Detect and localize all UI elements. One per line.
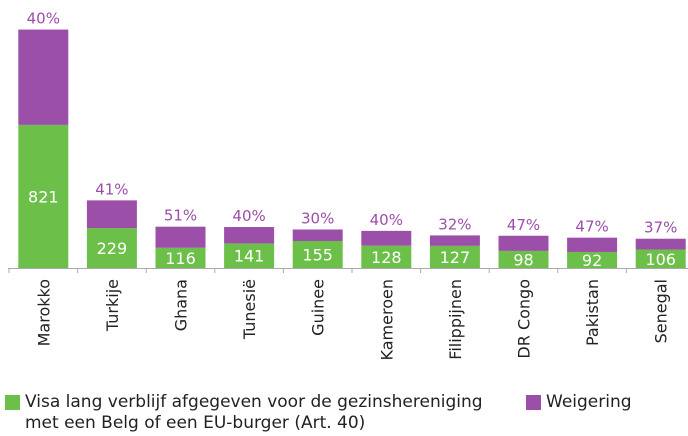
legend-label: Weigering: [546, 392, 632, 412]
value-label: 106: [645, 250, 676, 269]
percent-label: 40%: [27, 10, 60, 28]
bar-segment: [18, 29, 69, 125]
value-label: 229: [97, 239, 128, 258]
bar-segment: [498, 235, 549, 251]
legend-swatch: [526, 395, 541, 410]
percent-label: 47%: [575, 218, 608, 236]
bar-segment: [498, 250, 549, 268]
bar-segment: [18, 124, 69, 268]
bar-segment: [361, 245, 412, 268]
bar-segment: [567, 237, 618, 252]
bar-segment: [224, 243, 275, 268]
legend-swatch: [5, 395, 20, 410]
value-label: 92: [582, 251, 602, 270]
bar-segment: [86, 228, 137, 268]
bar-segment: [635, 249, 686, 268]
bar-segment: [429, 235, 480, 246]
percent-label: 30%: [301, 209, 334, 227]
percent-label: 37%: [644, 219, 677, 237]
bar-segment: [361, 230, 412, 246]
value-label: 116: [165, 249, 196, 268]
bar-segment: [86, 200, 137, 229]
bar-segment: [155, 226, 206, 248]
value-label: 155: [302, 245, 333, 264]
x-tick-label: Marokko: [34, 279, 53, 346]
bar-segment: [635, 238, 686, 250]
legend-item: Visa lang verblijf afgegeven voor de gez…: [5, 392, 505, 434]
percent-label: 51%: [164, 207, 197, 225]
x-tick-label: Kameroen: [377, 279, 396, 360]
x-tick-label: Turkije: [103, 279, 122, 332]
value-label: 821: [28, 187, 59, 206]
bar-segment: [292, 229, 343, 241]
value-label: 141: [234, 247, 265, 266]
percent-label: 40%: [232, 207, 265, 225]
legend-label: Visa lang verblijf afgegeven voor de gez…: [25, 392, 483, 433]
bar-segment: [567, 251, 618, 268]
x-tick-label: Pakistan: [583, 279, 602, 346]
x-tick-label: Senegal: [652, 279, 671, 343]
legend-item: Weigering: [526, 392, 632, 413]
chart: 821 40% Marokko 229 41% Turkije 116 51% Ghana 141…: [8, 10, 688, 360]
percent-label: 41%: [95, 180, 128, 198]
bar-segment: [429, 245, 480, 268]
x-tick-label: Tunesië: [240, 279, 259, 340]
x-tick-label: Filippijnen: [446, 279, 465, 360]
percent-label: 32%: [438, 215, 471, 233]
value-label: 127: [440, 248, 471, 267]
x-tick-label: DR Congo: [515, 279, 534, 359]
percent-label: 40%: [370, 211, 403, 229]
x-tick-label: Guinee: [309, 279, 328, 336]
bar-segment: [155, 247, 206, 268]
value-label: 98: [513, 250, 533, 269]
x-tick-label: Ghana: [172, 279, 191, 331]
bar-segment: [292, 240, 343, 268]
percent-label: 47%: [507, 216, 540, 234]
value-label: 128: [371, 248, 402, 267]
bar-segment: [224, 227, 275, 244]
